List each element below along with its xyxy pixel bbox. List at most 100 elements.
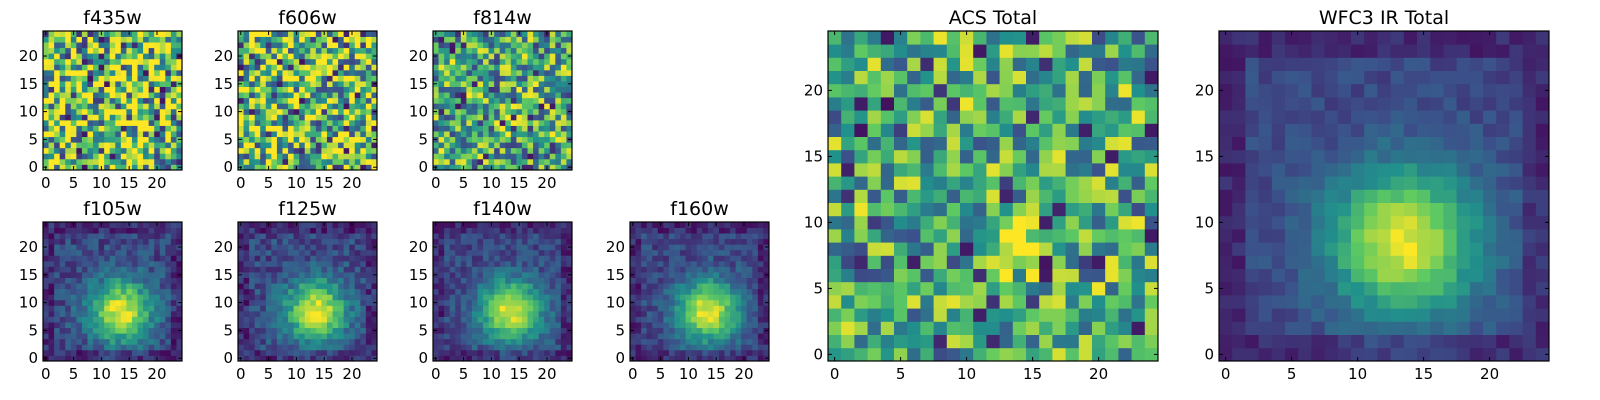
heatmap-cell	[477, 114, 484, 121]
heatmap-cell	[516, 147, 523, 154]
heatmap-cell	[98, 272, 105, 278]
heatmap-cell	[93, 349, 99, 356]
heatmap-cell	[477, 158, 484, 165]
heatmap-cell	[477, 58, 484, 65]
heatmap-cell	[560, 119, 567, 126]
heatmap-cell	[321, 47, 328, 54]
heatmap-cell	[148, 125, 155, 132]
heatmap-cell	[544, 299, 551, 306]
heatmap-cell	[154, 288, 161, 295]
heatmap-cell	[544, 316, 551, 323]
heatmap-cell	[641, 344, 648, 351]
heatmap-cell	[315, 233, 322, 240]
heatmap-cell	[148, 327, 155, 334]
heatmap-cell	[148, 103, 155, 110]
heatmap-cell	[505, 266, 512, 273]
heatmap-cell	[555, 47, 562, 54]
heatmap-cell	[354, 53, 361, 60]
heatmap-cell	[254, 238, 261, 245]
heatmap-cell	[243, 97, 250, 104]
heatmap-cell	[960, 347, 974, 362]
heatmap-cell	[999, 202, 1014, 217]
heatmap-cell	[718, 255, 725, 262]
heatmap-cell	[505, 92, 512, 99]
heatmap-cell	[238, 92, 244, 99]
heatmap-cell	[332, 260, 339, 267]
heatmap-cell	[646, 338, 653, 345]
heatmap-cell	[630, 344, 636, 351]
heatmap-cell	[315, 58, 322, 65]
heatmap-cell	[332, 283, 339, 290]
heatmap-cell	[560, 316, 567, 323]
heatmap-cell	[752, 238, 759, 245]
heatmap-cell	[854, 149, 868, 164]
heatmap-cell	[494, 114, 501, 121]
heatmap-cell	[1078, 268, 1093, 283]
heatmap-cell	[354, 305, 361, 312]
heatmap-cell	[299, 316, 306, 323]
heatmap-cell	[249, 64, 256, 71]
heatmap-cell	[757, 227, 764, 234]
heatmap-cell	[143, 31, 150, 37]
heatmap-cell	[238, 47, 244, 54]
heatmap-cell	[718, 249, 725, 256]
heatmap-cell	[510, 344, 517, 351]
heatmap-cell	[48, 244, 55, 251]
heatmap-cell	[641, 255, 648, 262]
heatmap-cell	[763, 233, 770, 240]
heatmap-cell	[841, 189, 855, 203]
heatmap-cell	[477, 316, 484, 323]
heatmap-cell	[635, 338, 642, 345]
heatmap-cell	[176, 42, 183, 49]
heatmap-cell	[510, 305, 517, 312]
heatmap-cell	[521, 227, 528, 234]
heatmap-cell	[154, 310, 161, 317]
heatmap-cell	[98, 260, 105, 267]
heatmap-cell	[249, 349, 256, 356]
heatmap-cell	[752, 277, 759, 284]
heatmap-cell	[477, 108, 484, 115]
heatmap-cell	[93, 233, 99, 240]
heatmap-cell	[326, 53, 333, 60]
heatmap-cell	[566, 338, 573, 345]
heatmap-cell	[137, 327, 144, 334]
heatmap-cell	[433, 58, 439, 65]
heatmap-cell	[338, 288, 345, 295]
heatmap-cell	[933, 255, 948, 269]
heatmap-cell	[663, 222, 670, 228]
heatmap-cell	[505, 283, 512, 290]
heatmap-cell	[549, 153, 556, 160]
heatmap-cell	[109, 64, 116, 71]
heatmap-cell	[718, 233, 725, 240]
heatmap-cell	[159, 64, 166, 71]
heatmap-cell	[48, 238, 55, 245]
heatmap-cell	[354, 64, 361, 71]
heatmap-cell	[707, 227, 714, 234]
heatmap-cell	[276, 333, 283, 340]
heatmap-cell	[477, 142, 484, 149]
heatmap-cell	[365, 244, 372, 251]
heatmap-cell	[555, 64, 562, 71]
heatmap-cell	[488, 64, 495, 71]
heatmap-cell	[165, 69, 172, 76]
heatmap-cell	[70, 255, 77, 262]
heatmap-cell	[444, 327, 451, 334]
heatmap-cell	[560, 310, 567, 317]
heatmap-cell	[265, 114, 272, 121]
heatmap-cell	[299, 131, 306, 138]
heatmap-cell	[527, 322, 534, 329]
heatmap-cell	[98, 47, 105, 54]
heatmap-cell	[81, 97, 88, 104]
heatmap-cell	[460, 238, 467, 245]
heatmap-cell	[735, 305, 742, 312]
heatmap-cell	[65, 244, 72, 251]
heatmap-cell	[894, 308, 908, 322]
heatmap-cell	[87, 355, 94, 362]
heatmap-cell	[477, 299, 484, 306]
heatmap-cell	[170, 333, 177, 340]
heatmap-cell	[635, 283, 642, 290]
heatmap-cell	[549, 86, 556, 93]
heatmap-cell	[93, 338, 99, 345]
heatmap-cell	[488, 131, 495, 138]
